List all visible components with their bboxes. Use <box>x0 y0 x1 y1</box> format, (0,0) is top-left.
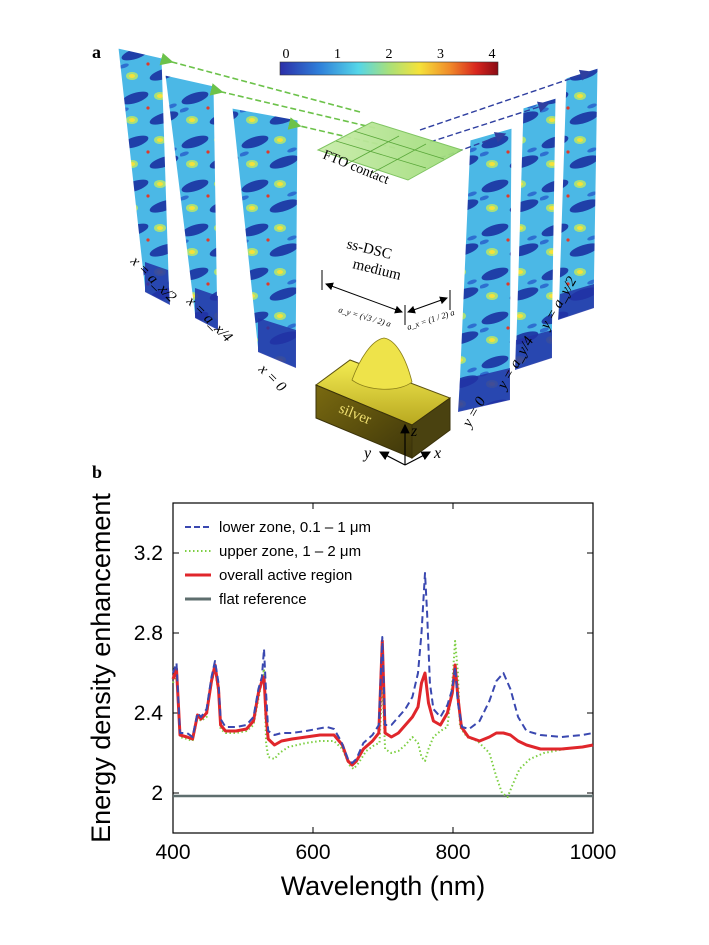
fto-contact: FTO contact <box>316 121 464 188</box>
series-line-1 <box>172 640 594 798</box>
slice-label-x-0: x = 0 <box>254 361 289 396</box>
legend-label: overall active region <box>219 567 352 584</box>
slice-x-0-bottom <box>258 318 296 368</box>
panel-b-label: b <box>92 462 102 482</box>
silver-cell: silver <box>314 337 452 459</box>
colorbar-tick-label: 1 <box>334 47 341 62</box>
colorbar-tick-label: 2 <box>386 47 393 62</box>
y-tick-label: 2.8 <box>134 622 163 645</box>
y-axis-title: Energy density enhancement <box>86 493 116 843</box>
legend: lower zone, 0.1 – 1 μm upper zone, 1 – 2 … <box>185 519 371 608</box>
colorbar-tick-label: 4 <box>489 47 496 62</box>
slice-y-0-bottom <box>458 368 510 412</box>
series-line-0 <box>172 572 594 764</box>
x-axis-title: Wavelength (nm) <box>281 871 486 901</box>
legend-label: flat reference <box>219 591 307 608</box>
x-axis <box>404 451 432 466</box>
x-tick-label: 400 <box>155 841 190 864</box>
fto-plate <box>316 121 464 181</box>
panel-a: a 0 1 2 3 4 <box>92 42 599 466</box>
colorbar-gradient <box>279 61 499 76</box>
panel-a-label: a <box>92 42 101 62</box>
series-lines <box>171 572 594 798</box>
colorbar-tick-label: 0 <box>283 47 290 62</box>
ay-label: a_y = (√3 / 2) a <box>337 304 392 329</box>
x-tick-label: 1000 <box>570 841 617 864</box>
left-slices <box>117 47 299 369</box>
arrow-to-x-ax2 <box>159 52 361 113</box>
slice-y-ay4-bottom <box>515 330 552 370</box>
arrow-to-y-ay4 <box>429 101 550 143</box>
slice-x-ax4-bottom <box>195 288 218 330</box>
legend-label: upper zone, 1 – 2 μm <box>219 543 361 560</box>
y-tick-label: 2.4 <box>134 702 164 725</box>
right-slices <box>457 67 599 413</box>
arrow-to-y-ay2 <box>419 69 592 131</box>
coord-axes: z y x <box>362 423 441 466</box>
x-tick-label: 800 <box>435 841 470 864</box>
slice-x-ax2-bottom <box>145 262 170 305</box>
medium-label-2: medium <box>351 256 403 283</box>
y-axis-label: y <box>362 445 372 462</box>
y-tick-label: 2 <box>151 782 163 805</box>
legend-label: lower zone, 0.1 – 1 μm <box>219 519 371 536</box>
plot-frame <box>172 502 594 834</box>
colorbar: 0 1 2 3 4 <box>279 47 499 76</box>
ax-label: a_x = (1 / 2) a <box>406 307 456 332</box>
z-axis-label: z <box>410 423 418 440</box>
colorbar-ticks: 0 1 2 3 4 <box>283 47 496 62</box>
slice-y-ay2-bottom <box>558 284 594 320</box>
colorbar-tick-label: 3 <box>437 47 444 62</box>
ay-arrow <box>325 282 403 314</box>
y-tick-label: 3.2 <box>134 542 163 565</box>
line-chart: 400 600 800 1000 2 2.4 2.8 3.2 lower zone, 0.1 … <box>86 493 616 901</box>
arrow-to-x-ax4 <box>209 83 376 129</box>
y-axis <box>378 451 406 466</box>
axis-ticks: 400 600 800 1000 2 2.4 2.8 3.2 <box>134 503 617 864</box>
silver-bump <box>351 337 413 390</box>
silver-side <box>411 397 451 459</box>
x-tick-label: 600 <box>295 841 330 864</box>
ax-arrow <box>407 296 448 314</box>
panel-b: b 400 600 800 1000 2 2.4 2.8 3.2 lower zone, 0.… <box>86 462 616 901</box>
x-axis-label: x <box>433 445 441 462</box>
